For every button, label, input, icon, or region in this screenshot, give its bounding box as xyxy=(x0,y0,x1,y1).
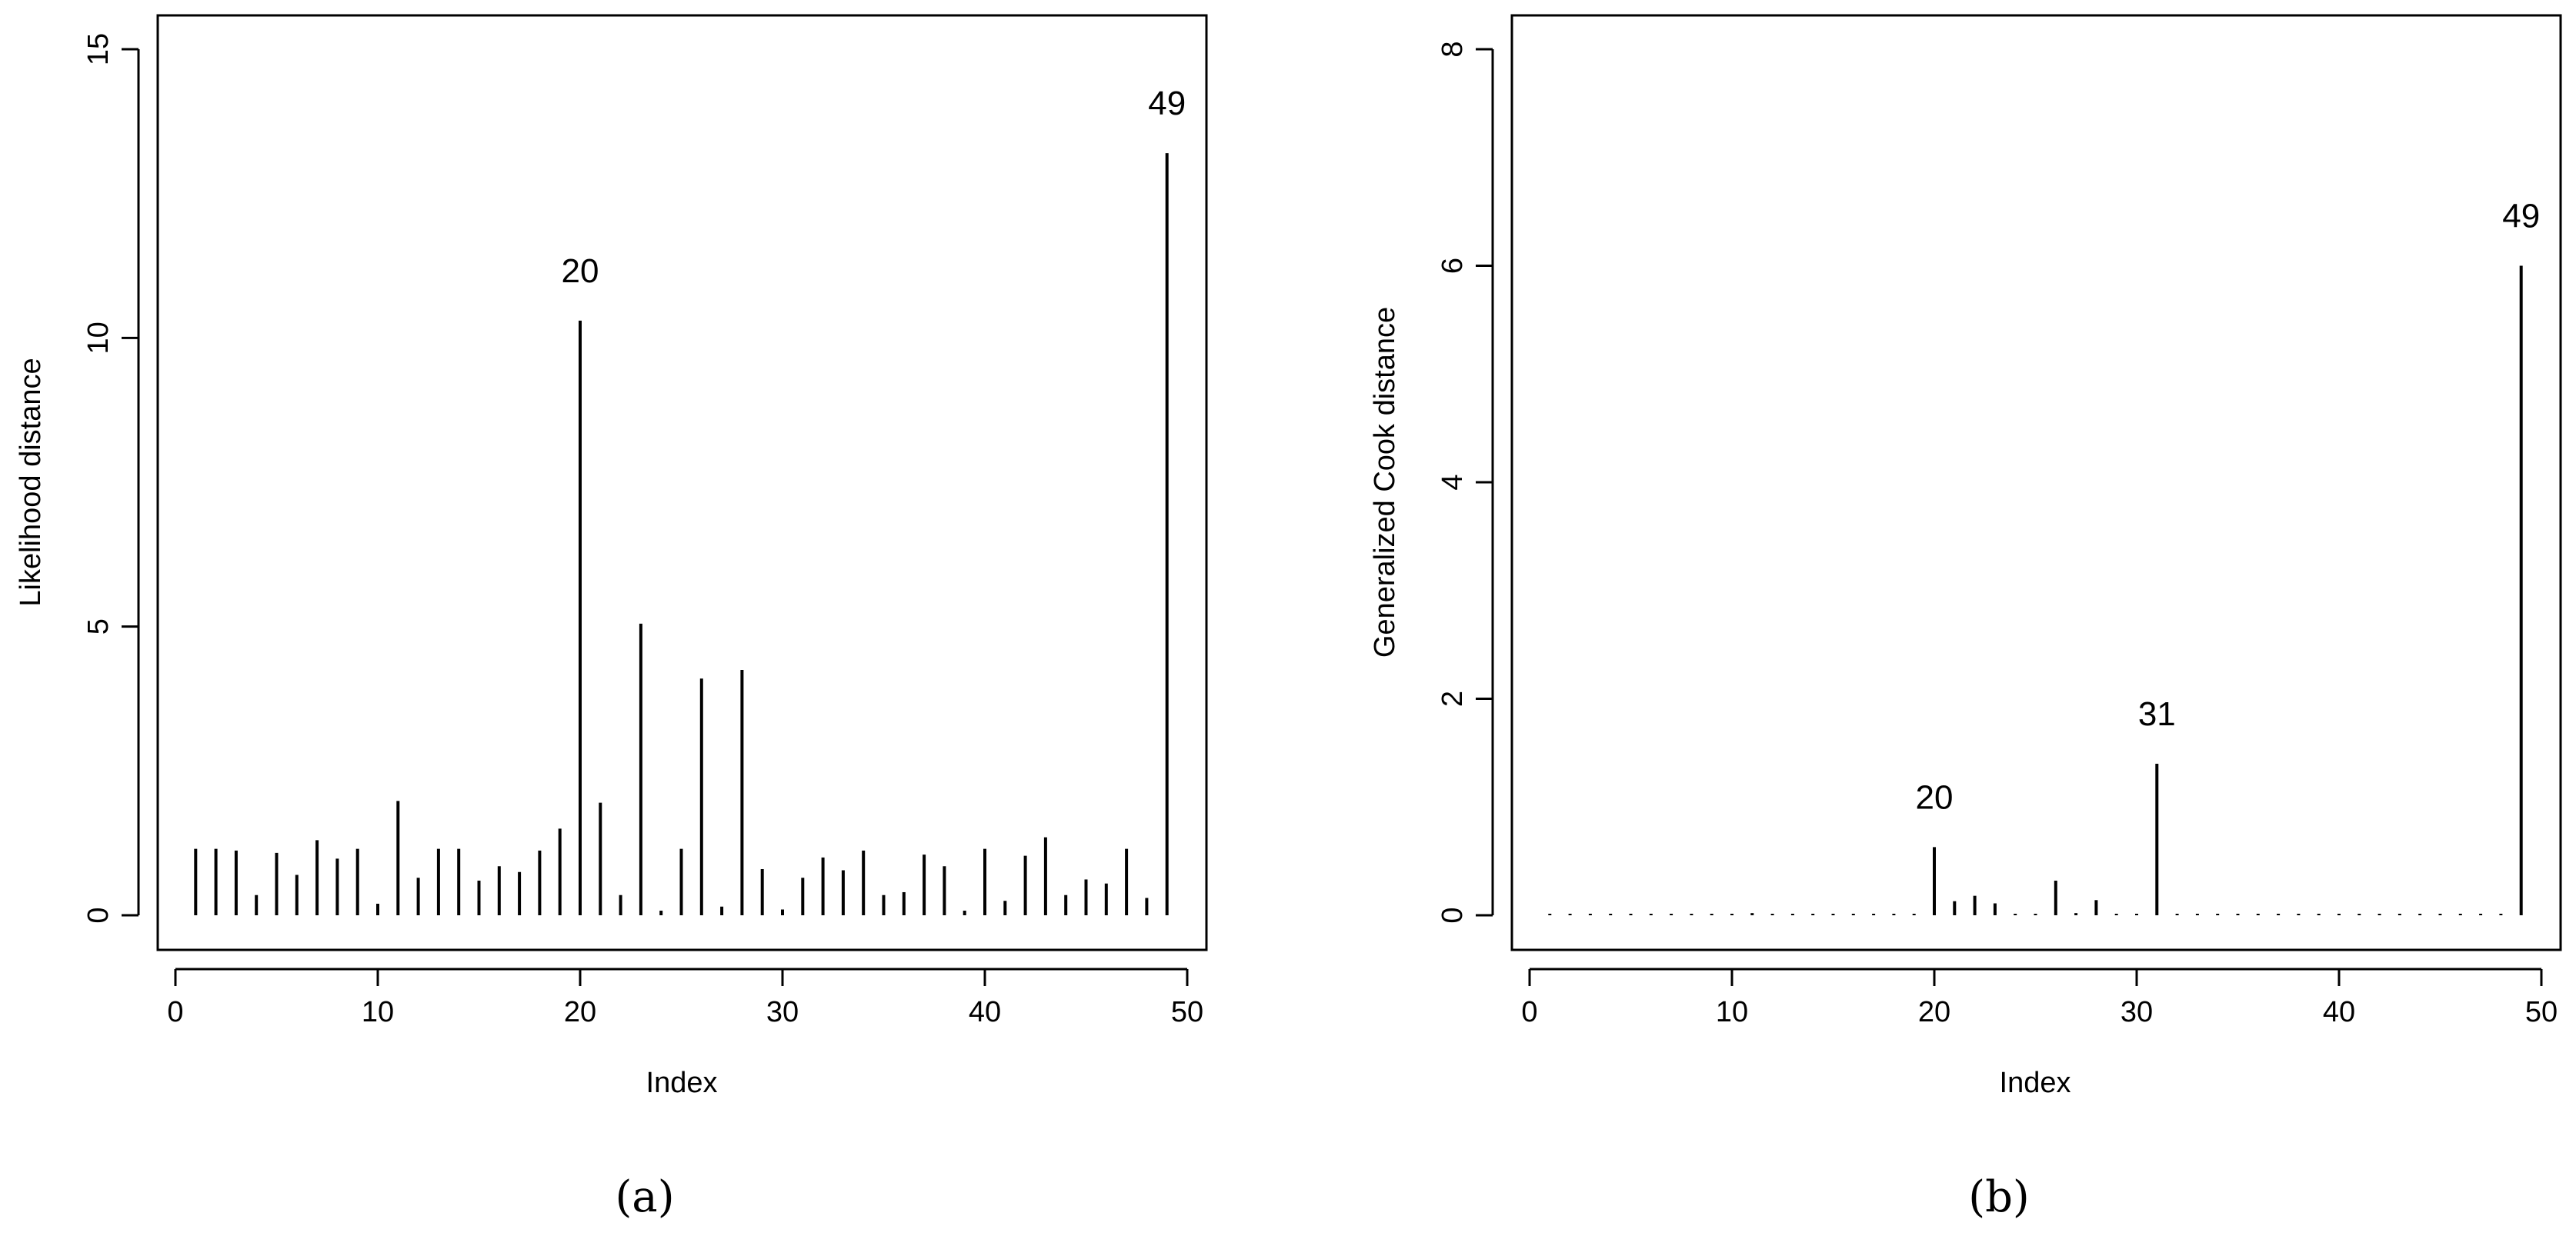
y-tick-label: 0 xyxy=(1436,907,1469,923)
spike-series xyxy=(194,153,1169,915)
x-tick-label: 10 xyxy=(1716,996,1748,1028)
x-tick-label: 50 xyxy=(2525,996,2558,1028)
y-tick-label: 6 xyxy=(1436,258,1469,274)
y-axis: 0 2 4 6 8 xyxy=(1436,41,1494,924)
y-tick-label: 8 xyxy=(1436,41,1469,57)
x-tick-label: 10 xyxy=(362,996,394,1028)
x-tick-label: 30 xyxy=(2121,996,2153,1028)
spike-annotation: 20 xyxy=(562,252,599,290)
y-tick-label: 15 xyxy=(82,33,115,65)
panel-caption: (b) xyxy=(1968,1172,2030,1222)
plot-frame xyxy=(1510,14,2562,951)
y-tick-label: 10 xyxy=(82,321,115,354)
x-axis: 0 10 20 30 40 50 xyxy=(167,968,1203,1028)
x-axis-title: Index xyxy=(646,1067,718,1099)
x-tick-label: 0 xyxy=(1521,996,1537,1028)
x-tick-label: 0 xyxy=(167,996,183,1028)
y-axis-title: Generalized Cook distance xyxy=(1369,307,1401,658)
x-tick-label: 50 xyxy=(1171,996,1203,1028)
spike-annotation: 31 xyxy=(2138,695,2176,733)
x-tick-label: 20 xyxy=(564,996,596,1028)
x-tick-label: 40 xyxy=(2323,996,2355,1028)
x-tick-label: 40 xyxy=(969,996,1001,1028)
y-axis-title: Likelihood distance xyxy=(15,358,47,606)
x-axis: 0 10 20 30 40 50 xyxy=(1521,968,2558,1028)
spike-annotation: 49 xyxy=(2502,198,2540,235)
x-axis-title: Index xyxy=(2000,1067,2071,1099)
x-tick-label: 30 xyxy=(766,996,799,1028)
spike-annotation: 49 xyxy=(1148,85,1186,122)
annotations: 20 31 49 xyxy=(1916,198,2541,817)
panel-caption: (a) xyxy=(615,1172,674,1222)
y-axis: 0 5 10 15 xyxy=(82,33,140,924)
plot-frame xyxy=(156,14,1208,951)
spike-annotation: 20 xyxy=(1916,778,1954,816)
y-tick-label: 5 xyxy=(82,618,115,635)
y-tick-label: 2 xyxy=(1436,691,1469,707)
panel-b: 0 10 20 30 40 50 0 2 4 6 8 20 31 49 Index Generaliz… xyxy=(1369,14,2562,1222)
x-tick-label: 20 xyxy=(1918,996,1950,1028)
y-tick-label: 4 xyxy=(1436,474,1469,490)
spike-series xyxy=(1548,265,2523,915)
y-tick-label: 0 xyxy=(82,907,115,923)
